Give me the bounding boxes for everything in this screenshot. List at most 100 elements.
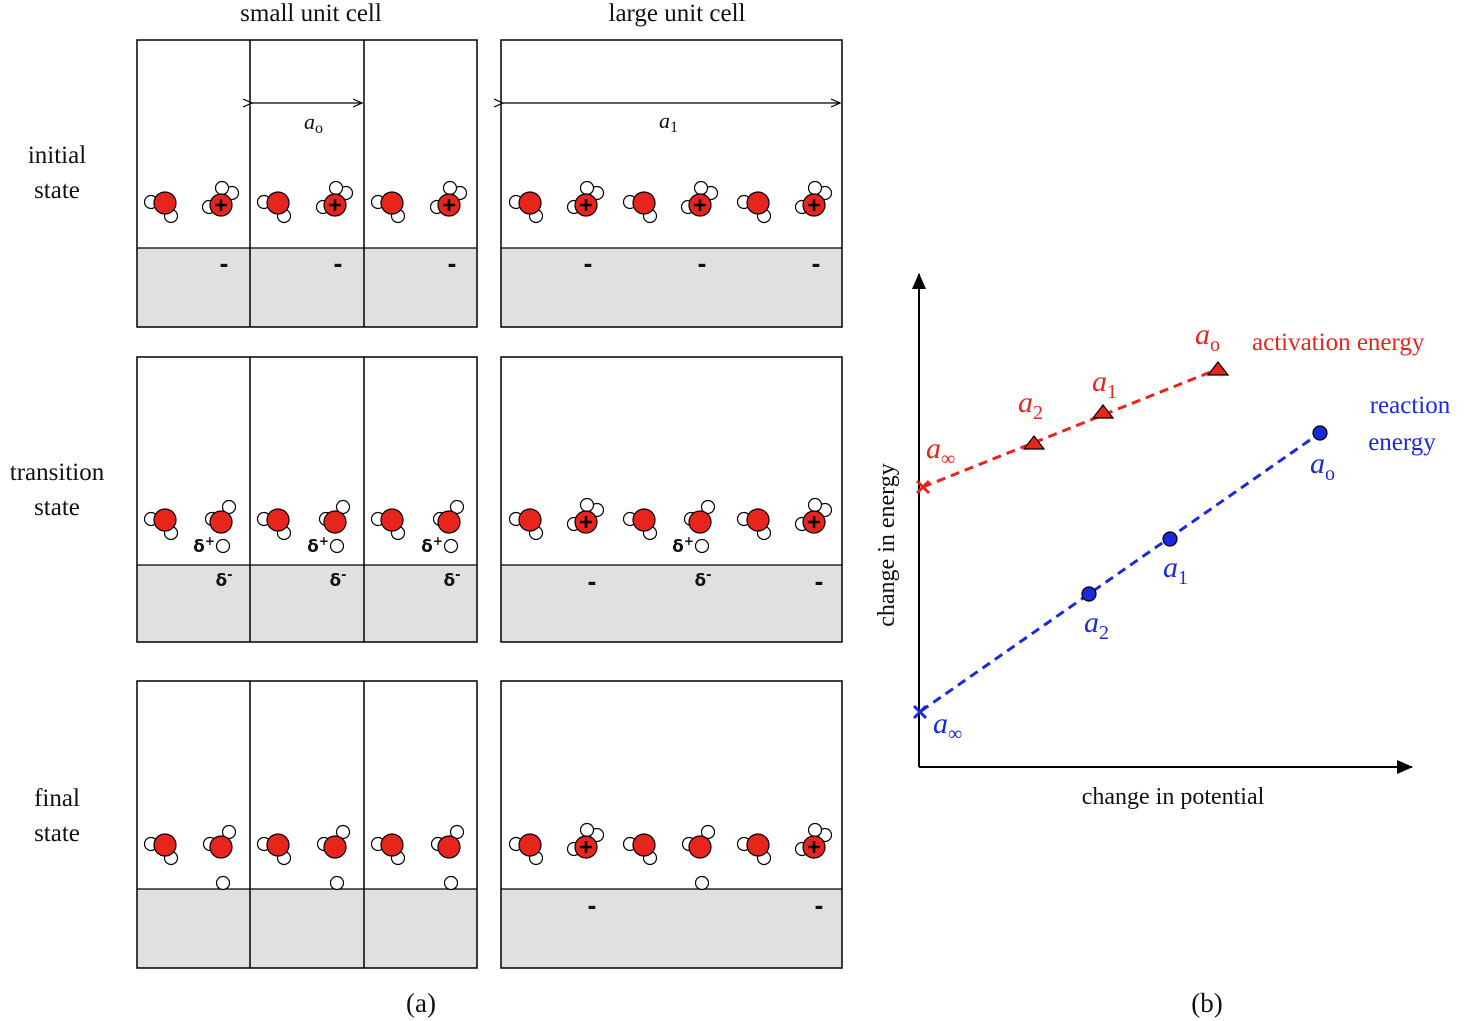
surface-slab xyxy=(137,248,477,327)
activation-point-a1 xyxy=(1091,404,1115,419)
panel-b: change in potential change in energy a∞ … xyxy=(874,273,1451,1018)
small-cell-transition xyxy=(136,356,478,643)
delta-plus-label: δ+ xyxy=(421,534,443,557)
minus-charge: - xyxy=(219,253,228,278)
hydrogen-atom xyxy=(329,875,345,891)
cell-frame xyxy=(136,356,478,643)
hydrogen-atom xyxy=(807,180,823,196)
oxygen-atom xyxy=(746,191,770,215)
hydrogen-atom xyxy=(449,499,465,515)
hydrogen-atom xyxy=(215,538,231,554)
y-axis-label: change in energy xyxy=(874,463,900,627)
x-axis-label: change in potential xyxy=(1082,784,1265,810)
activation-label-ainf: a∞ xyxy=(926,432,955,470)
minus-charge: - xyxy=(814,571,823,596)
oxygen-atom xyxy=(632,191,656,215)
oxygen-atom xyxy=(746,833,770,857)
reaction-energy-label-2: energy xyxy=(1368,429,1436,456)
a0-label: ao xyxy=(304,109,323,137)
oxygen-atom xyxy=(518,191,542,215)
hydrogen-atom xyxy=(807,822,823,838)
panel-a: small unit cell large unit cell initial … xyxy=(10,0,843,1018)
plus-sign xyxy=(580,841,592,853)
plus-sign xyxy=(443,199,455,211)
minus-charge: - xyxy=(697,253,706,278)
activation-energy-label: activation energy xyxy=(1252,329,1425,356)
hydrogen-atom xyxy=(221,499,237,515)
hydrogen-atom xyxy=(443,538,459,554)
hydrogen-atom xyxy=(694,538,710,554)
reaction-series-line xyxy=(920,431,1321,713)
oxygen-atom xyxy=(153,833,177,857)
cell-frame xyxy=(500,356,843,643)
minus-charge: - xyxy=(587,571,596,596)
plus-sign xyxy=(580,516,592,528)
reaction-label-ao: ao xyxy=(1310,447,1335,485)
hydrogen-atom xyxy=(579,180,595,196)
oxygen-atom xyxy=(266,833,290,857)
activation-label-a2: a2 xyxy=(1018,386,1043,424)
row-label-transition-1: transition xyxy=(10,459,105,486)
oxygen-atom xyxy=(266,191,290,215)
reaction-label-a2: a2 xyxy=(1084,606,1109,644)
activation-point-inf xyxy=(915,479,931,495)
surface-slab xyxy=(501,889,842,968)
hydrogen-atom xyxy=(449,824,465,840)
oxygen-atom xyxy=(632,508,656,532)
oxygen-atom xyxy=(380,508,404,532)
hydrogen-atom xyxy=(694,875,710,891)
minus-charge: - xyxy=(447,253,456,278)
oxygen-atom xyxy=(380,833,404,857)
hydrogen-atom xyxy=(700,499,716,515)
surface-slab xyxy=(501,248,842,327)
activation-point-a2 xyxy=(1022,435,1046,450)
small-cell-final xyxy=(136,680,478,969)
reaction-point-inf xyxy=(912,704,928,720)
cell-frame xyxy=(136,39,478,328)
large-cell-transition xyxy=(500,356,843,643)
plus-sign xyxy=(329,199,341,211)
row-label-transition-2: state xyxy=(34,494,80,521)
oxygen-atom xyxy=(632,833,656,857)
row-label-final-1: final xyxy=(34,785,80,812)
oxygen-atom xyxy=(518,833,542,857)
oxygen-atom xyxy=(153,191,177,215)
cell-frame xyxy=(136,680,478,969)
surface-slab xyxy=(137,565,477,642)
plus-sign xyxy=(808,516,820,528)
plus-sign xyxy=(580,199,592,211)
reaction-label-ainf: a∞ xyxy=(933,707,962,745)
minus-charge: - xyxy=(583,253,592,278)
large-cell-initial: a1 xyxy=(500,39,843,328)
hydrogen-atom xyxy=(335,499,351,515)
minus-charge: - xyxy=(811,253,820,278)
oxygen-atom xyxy=(746,508,770,532)
row-label-initial-2: state xyxy=(34,177,80,204)
hydrogen-atom xyxy=(807,497,823,513)
plus-sign xyxy=(808,841,820,853)
cross-marker xyxy=(915,479,931,495)
reaction-energy-label-1: reaction xyxy=(1370,392,1451,419)
col-header-small: small unit cell xyxy=(240,0,382,27)
reaction-point-a1 xyxy=(1162,531,1178,547)
surface-slab xyxy=(501,565,842,642)
activation-point-ao xyxy=(1206,361,1230,376)
activation-series-line xyxy=(922,367,1219,489)
plus-sign xyxy=(215,199,227,211)
oxygen-atom xyxy=(437,835,461,859)
hydrogen-atom xyxy=(335,824,351,840)
cross-marker xyxy=(912,704,928,720)
hydrogen-atom xyxy=(700,824,716,840)
hydrogen-atom xyxy=(214,180,230,196)
activation-label-ao: ao xyxy=(1195,318,1220,356)
activation-label-a1: a1 xyxy=(1092,365,1117,403)
large-cell-final xyxy=(500,680,843,969)
surface-slab xyxy=(137,889,477,968)
cell-frame xyxy=(500,39,843,328)
minus-charge: - xyxy=(814,895,823,920)
oxygen-atom xyxy=(323,835,347,859)
cell-frame xyxy=(500,680,843,969)
hydrogen-atom xyxy=(328,180,344,196)
hydrogen-atom xyxy=(579,822,595,838)
plus-sign xyxy=(808,199,820,211)
